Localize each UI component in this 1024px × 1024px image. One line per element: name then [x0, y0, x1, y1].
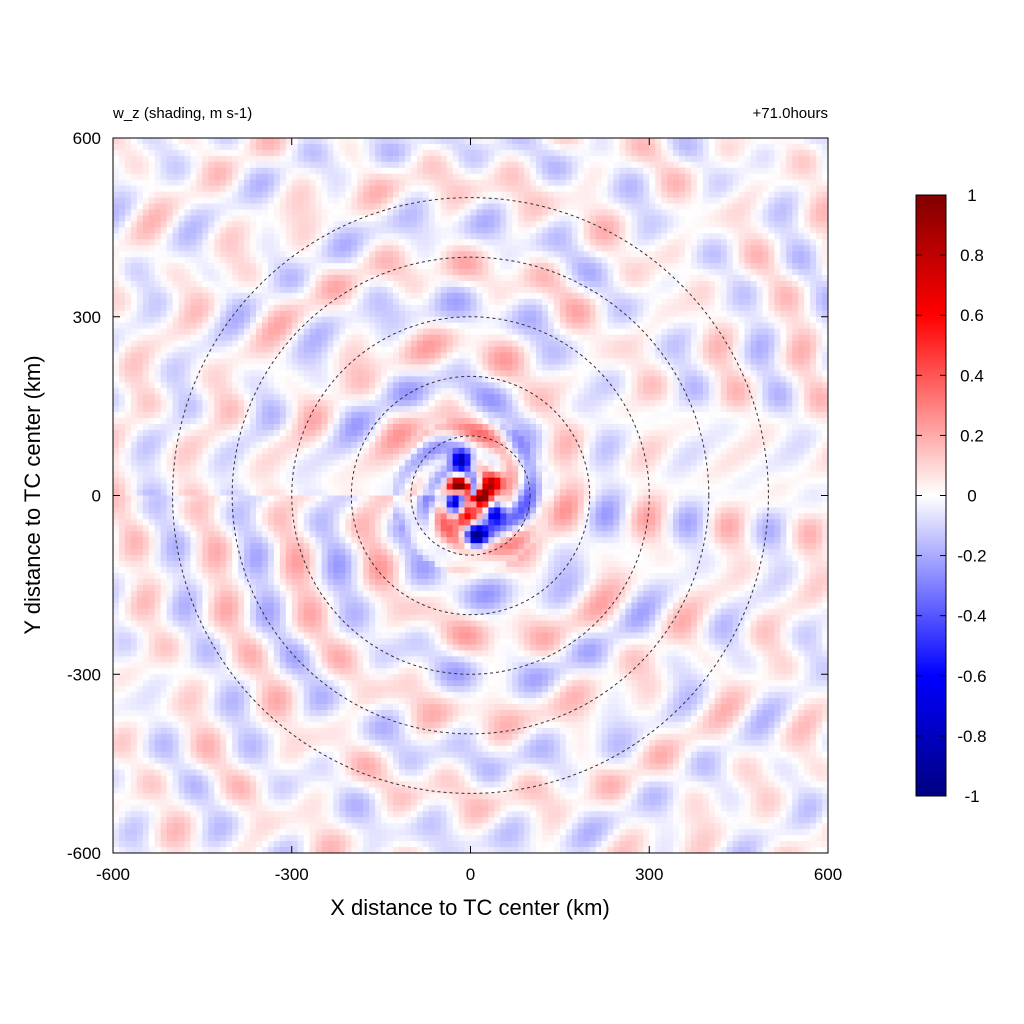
x-tick-label: 300	[635, 865, 663, 884]
range-ring-100	[410, 435, 531, 556]
range-ring-200	[350, 375, 591, 616]
range-ring-300	[291, 316, 650, 675]
colorbar-tick-label: -0.8	[957, 727, 986, 746]
y-tick-label: 0	[92, 487, 101, 506]
x-tick-label: 600	[814, 865, 842, 884]
colorbar-tick-label: 0.6	[960, 306, 984, 325]
range-ring-500	[172, 197, 769, 794]
colorbar-tick-label: -1	[964, 787, 979, 806]
range-ring-400	[231, 256, 710, 735]
chart-title-right: +71.0hours	[753, 105, 828, 122]
x-axis-label: X distance to TC center (km)	[330, 895, 610, 920]
wz-field	[113, 138, 828, 853]
colorbar-tick-label: -0.4	[957, 607, 986, 626]
colorbar-ticks: 1 0.8 0.6 0.4 0.2 0 -0.2 -0.4 -0.6 -0.8 -1	[916, 186, 987, 806]
x-tick-label: 0	[466, 865, 475, 884]
colorbar-tick-label: 0.4	[960, 366, 984, 385]
chart-title-left: w_z (shading, m s-1)	[112, 105, 252, 122]
colorbar-tick-label: 0.2	[960, 426, 984, 445]
colorbar-tick-label: -0.6	[957, 667, 986, 686]
y-axis-label: Y distance to TC center (km)	[20, 355, 45, 634]
x-tick-label: -600	[96, 865, 130, 884]
colorbar-tick-label: 0	[967, 487, 976, 506]
y-tick-label: 600	[73, 129, 101, 148]
x-axis-ticks: -600 -300 0 300 600	[96, 138, 842, 884]
y-tick-label: 300	[73, 308, 101, 327]
x-tick-label: -300	[275, 865, 309, 884]
range-rings	[172, 197, 769, 794]
colorbar-tick-label: 0.8	[960, 246, 984, 265]
y-axis-ticks: -600 -300 0 300 600	[67, 129, 828, 863]
y-tick-label: -300	[67, 665, 101, 684]
y-tick-label: -600	[67, 844, 101, 863]
colorbar-tick-label: -0.2	[957, 547, 986, 566]
colorbar-tick-label: 1	[967, 186, 976, 205]
